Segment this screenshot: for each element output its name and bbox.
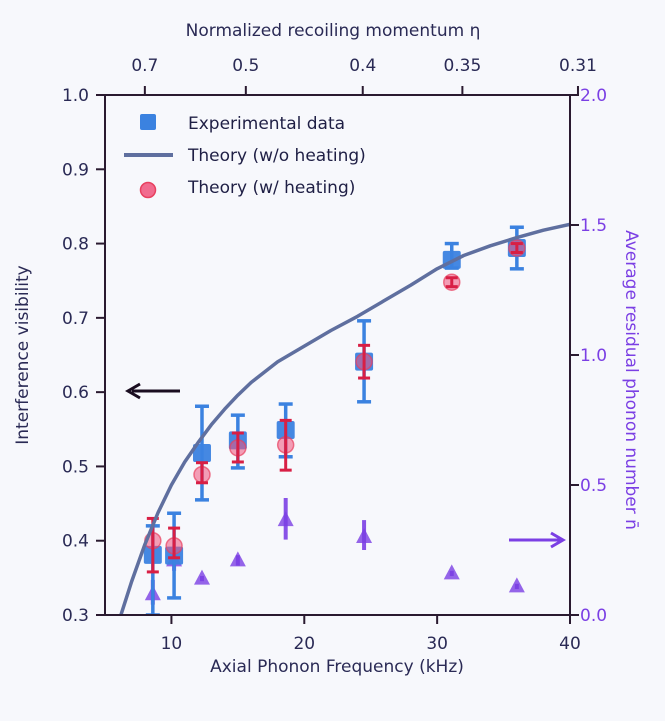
top-axis-label: Normalized recoiling momentum η [186,21,481,41]
theory-heating-error-bar [358,343,371,380]
theory-heating-error-bar [231,431,244,464]
y-right-axis-label: Average residual phonon number n̄ [621,230,641,530]
experimental-point [192,444,211,463]
x-axis-label: Axial Phonon Frequency (kHz) [210,657,464,677]
y-right-tick-label: 1.0 [580,346,607,366]
legend-label-theory-heating: Theory (w/ heating) [187,178,355,198]
phonon-point [508,577,525,593]
annotations [125,382,566,549]
right-axis-arrow [509,531,566,549]
theory-curve [119,222,570,615]
legend: Experimental data Theory (w/o heating) T… [124,114,366,199]
y-tick-label: 1.0 [62,86,89,106]
y-tick-label: 0.4 [62,532,89,552]
y-tick-label: 0.8 [62,235,89,255]
legend-label-experimental: Experimental data [188,114,345,134]
ticks: 10 20 30 40 0.7 0.5 0.4 0.35 0.31 0.3 0.4 0.5 0.6 0.7… [62,56,607,654]
y-right-tick-label: 1.5 [580,216,607,236]
x-tick-label: 10 [161,634,183,654]
x-tick-label: 40 [559,634,581,654]
legend-marker-theory-heating [139,181,157,199]
phonon-point [193,569,210,585]
x-tick-label: 30 [426,634,448,654]
phonon-point [277,511,294,527]
left-axis-arrow [125,382,180,400]
legend-label-theory-line: Theory (w/o heating) [187,146,366,166]
theory-heating-error-bar [445,276,458,289]
y-tick-label: 0.7 [62,309,89,329]
top-tick-label: 0.4 [349,56,376,76]
y-axis-label: Interference visibility [13,265,33,444]
y-tick-label: 0.3 [62,606,89,626]
theory-heating-error-bar [168,526,181,560]
y-tick-label: 0.5 [62,457,89,477]
theory-heating-error-bar [195,461,208,485]
x-tick-label: 20 [293,634,315,654]
y-right-tick-label: 0.0 [580,606,607,626]
y-tick-label: 0.6 [62,383,89,403]
top-tick-label: 0.7 [131,56,158,76]
top-tick-label: 0.31 [559,56,597,76]
top-tick-label: 0.5 [232,56,259,76]
y-tick-label: 0.9 [62,160,89,180]
theory-heating-error-bar [510,242,523,254]
y-right-tick-label: 0.5 [580,476,607,496]
plot-marks [119,222,570,615]
theory-heating-error-bar [279,418,292,472]
phonon-point [229,551,246,567]
phonon-point [356,528,373,543]
y-right-tick-label: 2.0 [580,86,607,106]
top-tick-label: 0.35 [443,56,481,76]
legend-marker-experimental [140,114,156,130]
phonon-point [443,564,460,580]
